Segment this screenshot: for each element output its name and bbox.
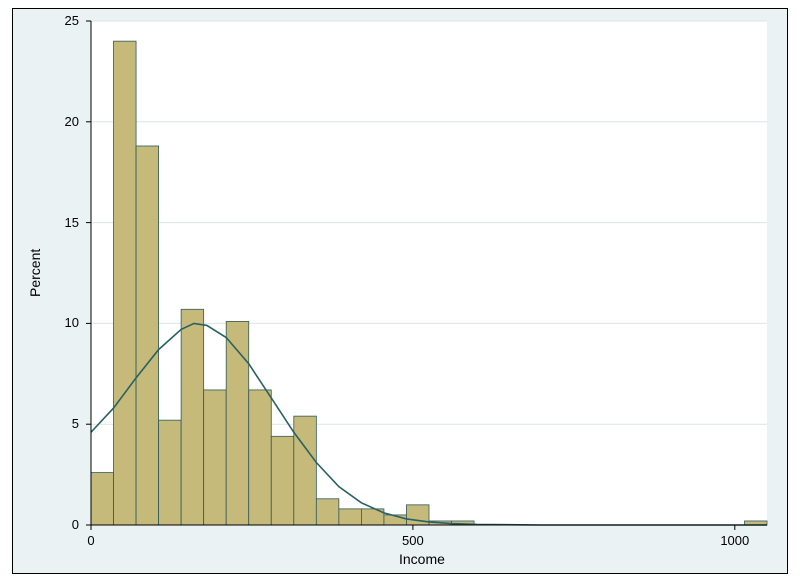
chart-outer: Percent Income 0 500 1000 0 5 10 15 20 25 — [12, 8, 788, 574]
histogram-bar — [339, 509, 362, 525]
x-axis-label: Income — [399, 551, 445, 567]
histogram-bar — [91, 473, 114, 525]
histogram-bar — [294, 416, 317, 525]
histogram-bar — [316, 499, 339, 525]
histogram-bar — [271, 436, 294, 525]
plot-area — [91, 21, 767, 525]
x-tick-label: 0 — [66, 533, 116, 548]
histogram-bar — [136, 146, 159, 525]
histogram-bar — [249, 390, 272, 525]
x-tick-label: 500 — [388, 533, 438, 548]
histogram-bar — [204, 390, 227, 525]
histogram-bar — [226, 321, 249, 525]
y-tick-label: 25 — [49, 13, 79, 28]
histogram-bar — [181, 309, 204, 525]
y-tick-label: 5 — [49, 416, 79, 431]
y-tick-label: 0 — [49, 517, 79, 532]
x-tick-label: 1000 — [710, 533, 760, 548]
chart-svg — [91, 21, 767, 525]
histogram-bar — [114, 41, 137, 525]
histogram-bar — [159, 420, 182, 525]
y-tick-label: 15 — [49, 215, 79, 230]
y-tick-label: 10 — [49, 315, 79, 330]
y-tick-label: 20 — [49, 114, 79, 129]
y-axis-label: Percent — [27, 249, 43, 297]
